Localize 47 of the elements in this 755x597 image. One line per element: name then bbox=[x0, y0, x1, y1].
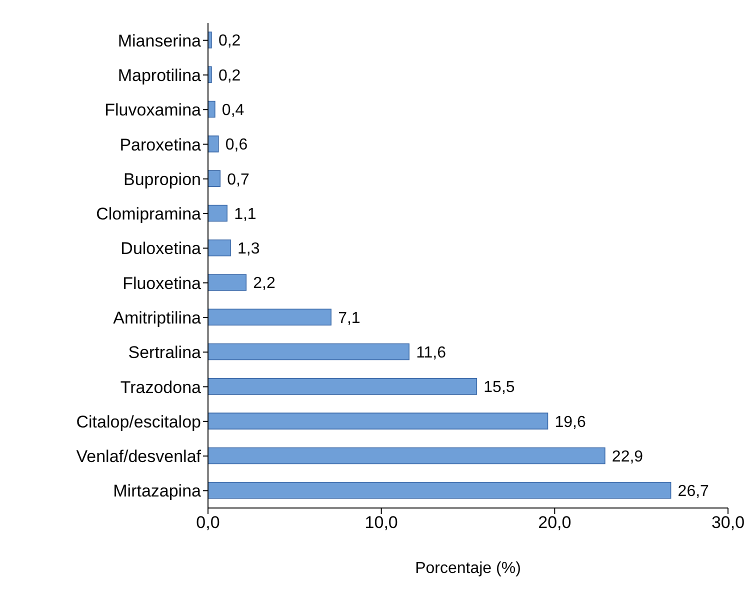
bar bbox=[208, 482, 672, 499]
bar bbox=[208, 66, 212, 84]
y-tick-label: Fluvoxamina bbox=[104, 100, 202, 120]
x-tick-label: 30,0 bbox=[711, 513, 745, 532]
data-label: 11,6 bbox=[416, 344, 446, 362]
bar bbox=[208, 343, 410, 360]
bar bbox=[208, 170, 221, 187]
bar bbox=[208, 136, 219, 152]
x-axis-title: Porcentaje (%) bbox=[415, 560, 521, 577]
data-label: 1,1 bbox=[234, 206, 256, 223]
bar bbox=[208, 378, 478, 395]
data-label: 0,7 bbox=[227, 171, 250, 188]
bar bbox=[208, 447, 606, 464]
y-tick-label: Clomipramina bbox=[96, 204, 202, 224]
y-tick-label: Citalop/escitalop bbox=[76, 412, 201, 432]
data-label: 0,2 bbox=[218, 32, 241, 50]
data-label: 0,2 bbox=[218, 67, 241, 84]
x-tick-label: 0,0 bbox=[196, 513, 220, 532]
data-label: 15,5 bbox=[484, 379, 515, 396]
y-tick-label: Duloxetina bbox=[120, 239, 202, 258]
bar bbox=[208, 308, 332, 326]
data-label: 1,3 bbox=[238, 240, 260, 258]
data-label: 22,9 bbox=[612, 448, 644, 466]
bar bbox=[208, 204, 228, 222]
y-tick-label: Amitriptilina bbox=[113, 308, 202, 328]
data-label: 0,6 bbox=[225, 136, 248, 154]
y-tick-label: Paroxetina bbox=[120, 135, 202, 154]
y-tick-label: Fluoxetina bbox=[122, 274, 202, 293]
y-tick-label: Mianserina bbox=[118, 31, 202, 50]
data-label: 7,1 bbox=[338, 310, 360, 327]
y-tick-label: Sertralina bbox=[128, 343, 202, 362]
y-tick-label: Mirtazapina bbox=[113, 482, 202, 501]
x-tick-label: 20,0 bbox=[538, 513, 572, 532]
y-tick-label: Venlaf/desvenlaf bbox=[76, 447, 202, 466]
y-tick-label: Bupropion bbox=[123, 170, 201, 189]
bar bbox=[208, 412, 548, 430]
y-tick-label: Maprotilina bbox=[118, 66, 202, 85]
bar bbox=[208, 274, 247, 291]
bar bbox=[208, 32, 212, 48]
data-label: 0,4 bbox=[222, 102, 244, 119]
bar bbox=[208, 100, 216, 118]
data-label: 26,7 bbox=[678, 483, 710, 500]
x-tick-label: 10,0 bbox=[364, 513, 398, 532]
y-tick-label: Trazodona bbox=[120, 378, 202, 397]
data-label: 19,6 bbox=[554, 414, 586, 431]
bar bbox=[208, 239, 231, 256]
data-label: 2,2 bbox=[253, 275, 276, 292]
